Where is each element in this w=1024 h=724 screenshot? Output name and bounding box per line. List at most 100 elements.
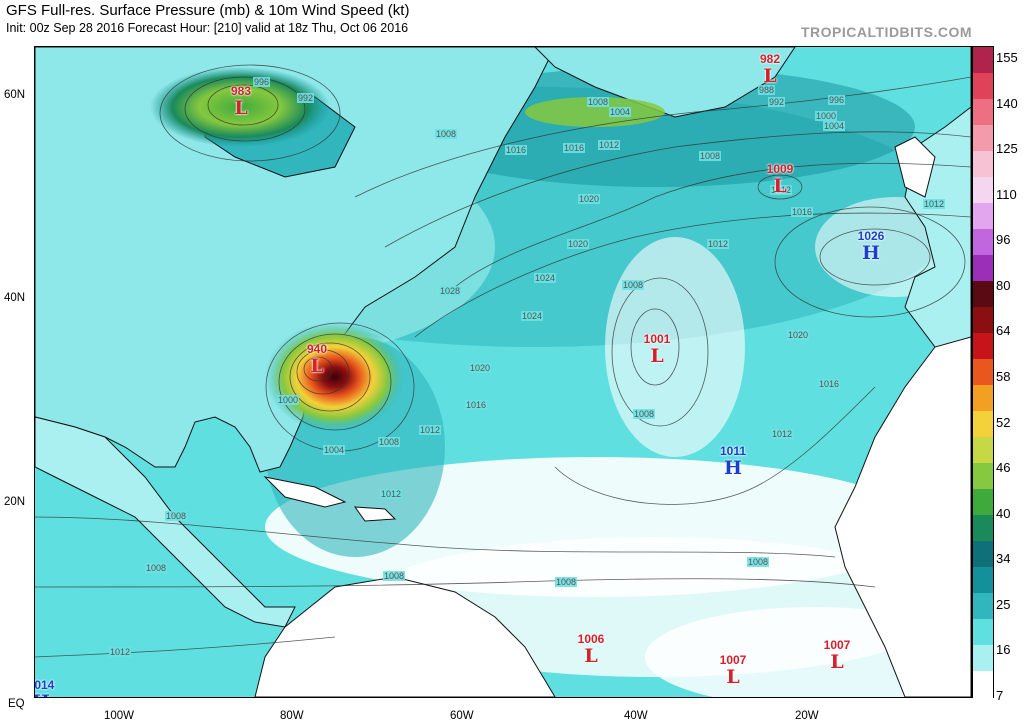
isobar-label: 996 [253, 77, 271, 87]
lat-label: 20N [4, 496, 26, 508]
isobar-label: 1028 [439, 286, 462, 296]
colorbar-segment [973, 437, 993, 464]
isobar-label: 1012 [109, 647, 132, 657]
isobar-label: 1008 [699, 151, 722, 161]
isobar-label: 1020 [567, 239, 590, 249]
colorbar-label: 110 [996, 186, 1017, 202]
lat-label: 60N [4, 89, 26, 101]
colorbar-label: 16 [996, 642, 1011, 658]
colorbar-segment [973, 99, 993, 126]
colorbar-segment [973, 593, 993, 620]
isobar-label: 1004 [323, 445, 346, 455]
isobar-label: 1016 [818, 379, 841, 389]
wind-speed-colorbar [972, 46, 994, 698]
isobar-label: 1020 [787, 330, 810, 340]
colorbar-label: 25 [996, 596, 1011, 612]
ireland-uk [894, 136, 936, 198]
isobar-label: 1012 [770, 185, 793, 195]
isobar-label: 1008 [378, 437, 401, 447]
isobar-label: 996 [828, 95, 846, 105]
colorbar-segment [973, 411, 993, 438]
lon-label: 100W [104, 710, 135, 722]
colorbar-label: 40 [996, 505, 1011, 521]
colorbar-segment [973, 47, 993, 74]
colorbar-segment [973, 203, 993, 230]
lon-label: 20W [795, 710, 819, 722]
colorbar-segment [973, 359, 993, 386]
isobars [35, 64, 971, 658]
isobar-label: 1024 [521, 311, 544, 321]
colorbar-segment [973, 125, 993, 152]
colorbar-label: 7 [996, 688, 1004, 703]
colorbar-segment [973, 385, 993, 412]
south-america [254, 576, 556, 697]
isobar-label: 1008 [622, 280, 645, 290]
north-america [35, 47, 556, 473]
isobar-label: 1012 [923, 199, 946, 209]
lat-label: EQ [8, 698, 25, 710]
lon-label: 40W [624, 710, 648, 722]
colorbar-label: 64 [996, 323, 1011, 339]
map-title: GFS Full-res. Surface Pressure (mb) & 10… [6, 2, 410, 19]
isobar-label: 1020 [469, 363, 492, 373]
colorbar-segment [973, 567, 993, 594]
isobar-label: 1016 [791, 207, 814, 217]
header: GFS Full-res. Surface Pressure (mb) & 10… [6, 2, 409, 36]
colorbar-label: 46 [996, 460, 1011, 476]
isobar-label: 1012 [419, 425, 442, 435]
colorbar-segment [973, 671, 993, 698]
isobar-label: 1024 [534, 273, 557, 283]
isobar-label: 1008 [383, 571, 406, 581]
colorbar-segment [973, 307, 993, 334]
colorbar-segment [973, 151, 993, 178]
isobar-label: 1016 [505, 145, 528, 155]
colorbar-segment [973, 281, 993, 308]
isobar-label: 1000 [277, 395, 300, 405]
lat-label: 40N [4, 292, 26, 304]
colorbar-label: 52 [996, 414, 1011, 430]
colorbar-segment [973, 333, 993, 360]
isobar-label: 1008 [747, 557, 770, 567]
lon-label: 60W [450, 710, 474, 722]
colorbar-label: 140 [996, 95, 1018, 111]
cuba [263, 476, 347, 508]
isobar-label: 1012 [771, 429, 794, 439]
map-panel[interactable]: 996 992 1008 1016 1012 1020 1028 1024 10… [34, 46, 972, 698]
colorbar-label: 155 [996, 50, 1018, 65]
hispaniola [353, 506, 397, 522]
isobar-label: 1020 [578, 194, 601, 204]
colorbar-segment [973, 229, 993, 256]
site-credit[interactable]: TROPICALTIDBITS.COM [800, 24, 972, 40]
colorbar-label: 96 [996, 232, 1011, 248]
isobar-label: 1008 [587, 97, 610, 107]
isobar-label: 1012 [380, 489, 403, 499]
colorbar-label: 58 [996, 369, 1011, 384]
isobar-label: 1008 [145, 563, 168, 573]
lon-label: 80W [280, 710, 304, 722]
isobar-label: 992 [768, 97, 786, 107]
map-canvas [35, 47, 971, 697]
isobar-label: 1008 [633, 409, 656, 419]
isobar-label: 1012 [707, 239, 730, 249]
isobar-label: 992 [297, 93, 315, 103]
map-subtitle: Init: 00z Sep 28 2016 Forecast Hour: [21… [6, 21, 409, 35]
iberia-europe [904, 47, 971, 348]
colorbar-segment [973, 255, 993, 282]
isobar-label: 1004 [823, 121, 846, 131]
colorbar-segment [973, 177, 993, 204]
isobar-label: 1016 [563, 143, 586, 153]
isobar-label: 1008 [435, 129, 458, 139]
colorbar-segment [973, 645, 993, 672]
colorbar-segment [973, 73, 993, 100]
colorbar-segment [973, 619, 993, 646]
isobar-label: 1000 [815, 111, 838, 121]
colorbar-label: 80 [996, 277, 1011, 293]
isobar-label: 988 [758, 85, 776, 95]
colorbar-segment [973, 489, 993, 516]
africa [834, 336, 971, 697]
isobar-label: 1016 [465, 400, 488, 410]
isobar-label: 1012 [598, 140, 621, 150]
colorbar-segment [973, 463, 993, 490]
isobar-label: 1008 [165, 511, 188, 521]
greenland [534, 47, 796, 118]
